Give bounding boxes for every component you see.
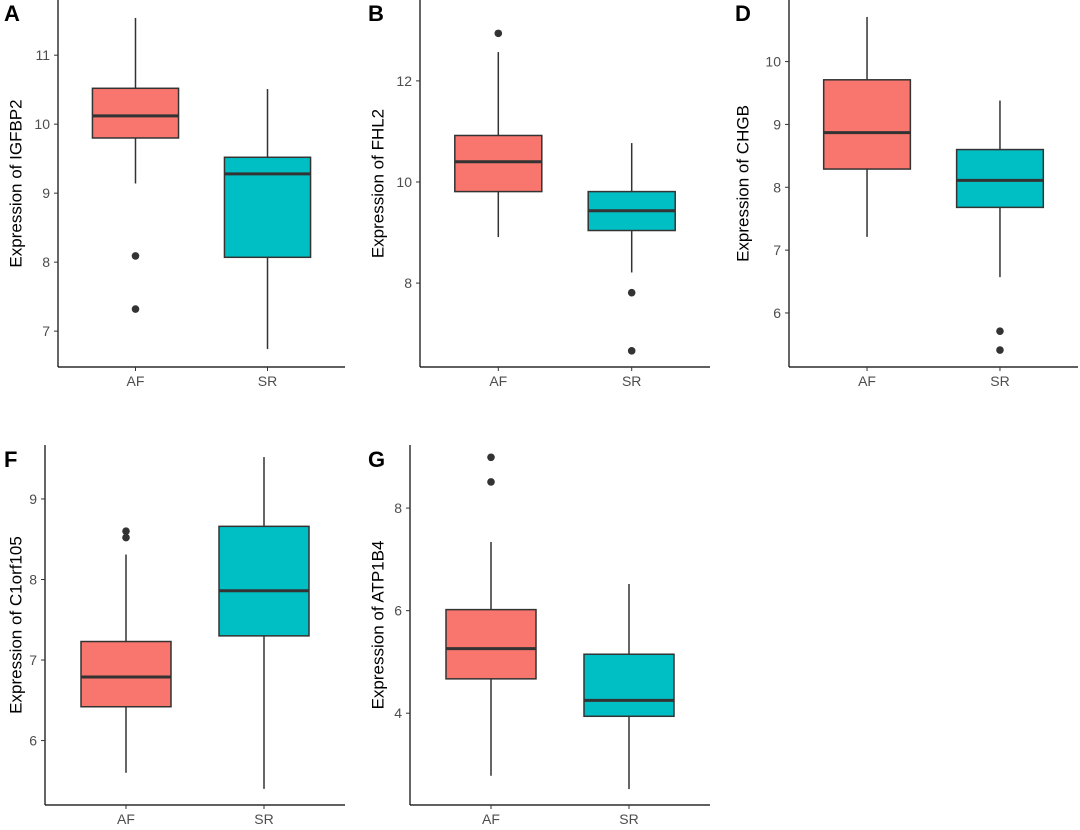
y-axis-label: Expression of IGFBP2 bbox=[7, 99, 26, 267]
box-SR bbox=[218, 457, 310, 789]
y-tick-label: 9 bbox=[29, 491, 37, 507]
y-axis-label: Expression of C1orf105 bbox=[7, 536, 26, 714]
box-AF bbox=[80, 527, 172, 773]
panel-letter: F bbox=[4, 447, 17, 472]
y-tick-label: 11 bbox=[35, 47, 50, 63]
x-tick-label: AF bbox=[117, 811, 135, 827]
box-SR bbox=[587, 143, 676, 355]
box-SR bbox=[955, 100, 1045, 354]
panel-F: F Expression of C1orf105 6 7 8 9 AF SR bbox=[4, 445, 345, 827]
y-tick-label: 8 bbox=[29, 571, 37, 587]
y-tick-label: 8 bbox=[404, 275, 412, 291]
box-AF bbox=[454, 29, 543, 238]
panel-B: B Expression of FHL2 8 10 12 AF SR bbox=[368, 0, 710, 389]
y-tick-label: 8 bbox=[773, 179, 781, 195]
x-tick-label: AF bbox=[489, 373, 507, 389]
iqr-box bbox=[80, 640, 172, 708]
iqr-box bbox=[218, 525, 310, 637]
outlier-point bbox=[627, 347, 636, 355]
panel-A: A Expression of IGFBP2 7 8 9 10 11 AF SR bbox=[4, 0, 345, 389]
x-tick-label: AF bbox=[858, 373, 876, 389]
y-tick-label: 9 bbox=[42, 185, 50, 201]
y-tick-label: 10 bbox=[396, 174, 412, 190]
box-AF bbox=[91, 17, 180, 313]
panel-letter: D bbox=[735, 1, 751, 26]
y-tick-label: 6 bbox=[29, 733, 37, 749]
x-tick-label: SR bbox=[254, 811, 273, 827]
x-tick-label: AF bbox=[127, 373, 145, 389]
box-AF bbox=[822, 16, 912, 237]
outlier-point bbox=[494, 29, 503, 38]
outlier-point bbox=[627, 288, 636, 297]
outlier-point bbox=[122, 527, 130, 535]
panel-D: D Expression of CHGB 6 7 8 9 10 AF SR bbox=[734, 0, 1078, 389]
y-axis-label: Expression of ATP1B4 bbox=[369, 541, 388, 710]
iqr-box bbox=[454, 134, 543, 193]
panel-letter: A bbox=[4, 1, 20, 26]
iqr-box bbox=[822, 79, 912, 170]
x-tick-label: SR bbox=[258, 373, 277, 389]
y-tick-label: 10 bbox=[765, 54, 781, 70]
box-AF bbox=[445, 453, 537, 776]
panel-letter: B bbox=[368, 1, 384, 26]
x-tick-label: SR bbox=[622, 373, 641, 389]
y-tick-label: 7 bbox=[42, 323, 50, 339]
x-tick-label: SR bbox=[619, 811, 638, 827]
box-SR bbox=[583, 583, 675, 790]
outlier-point bbox=[122, 533, 130, 542]
x-tick-label: AF bbox=[482, 811, 500, 827]
y-tick-label: 4 bbox=[394, 705, 402, 721]
y-tick-label: 6 bbox=[394, 603, 402, 619]
x-tick-label: SR bbox=[990, 373, 1009, 389]
iqr-box bbox=[955, 148, 1045, 209]
y-tick-label: 8 bbox=[394, 500, 402, 516]
y-axis-label: Expression of CHGB bbox=[734, 105, 753, 262]
y-tick-label: 7 bbox=[29, 652, 37, 668]
iqr-box bbox=[91, 87, 180, 139]
outlier-point bbox=[131, 252, 140, 260]
panel-letter: G bbox=[368, 447, 385, 472]
y-tick-label: 12 bbox=[396, 73, 412, 89]
y-tick-label: 7 bbox=[773, 242, 781, 258]
y-tick-label: 10 bbox=[34, 116, 50, 132]
y-tick-label: 6 bbox=[773, 305, 781, 321]
iqr-box bbox=[223, 156, 312, 259]
y-axis-label: Expression of FHL2 bbox=[369, 109, 388, 258]
y-tick-label: 8 bbox=[42, 254, 50, 270]
iqr-box bbox=[445, 608, 537, 680]
panel-G: G Expression of ATP1B4 4 6 8 AF SR bbox=[368, 445, 710, 827]
outlier-point bbox=[996, 327, 1004, 335]
iqr-box bbox=[583, 653, 675, 718]
outlier-point bbox=[131, 305, 140, 313]
outlier-point bbox=[487, 478, 495, 486]
outlier-point bbox=[487, 453, 495, 462]
box-SR bbox=[223, 88, 312, 350]
outlier-point bbox=[996, 346, 1004, 354]
y-tick-label: 9 bbox=[773, 116, 781, 132]
